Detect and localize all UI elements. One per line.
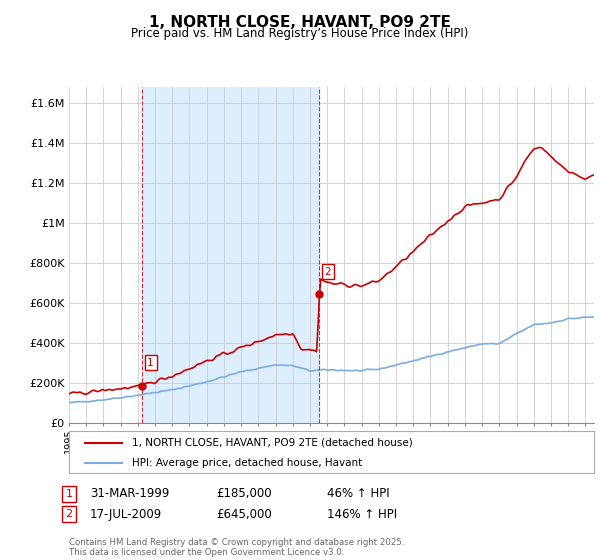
Text: Contains HM Land Registry data © Crown copyright and database right 2025.
This d: Contains HM Land Registry data © Crown c… bbox=[69, 538, 404, 557]
Text: HPI: Average price, detached house, Havant: HPI: Average price, detached house, Hava… bbox=[132, 458, 362, 468]
Text: £645,000: £645,000 bbox=[216, 507, 272, 521]
Text: 31-MAR-1999: 31-MAR-1999 bbox=[90, 487, 169, 501]
Bar bbox=[142, 87, 319, 423]
Text: 46% ↑ HPI: 46% ↑ HPI bbox=[327, 487, 389, 501]
Text: 1: 1 bbox=[65, 489, 73, 499]
Text: 17-JUL-2009: 17-JUL-2009 bbox=[90, 507, 162, 521]
Text: 2: 2 bbox=[65, 509, 73, 519]
Text: Price paid vs. HM Land Registry’s House Price Index (HPI): Price paid vs. HM Land Registry’s House … bbox=[131, 27, 469, 40]
Text: 1: 1 bbox=[147, 358, 154, 368]
Text: 2: 2 bbox=[325, 267, 331, 277]
Text: 1, NORTH CLOSE, HAVANT, PO9 2TE: 1, NORTH CLOSE, HAVANT, PO9 2TE bbox=[149, 15, 451, 30]
Text: 146% ↑ HPI: 146% ↑ HPI bbox=[327, 507, 397, 521]
Text: £185,000: £185,000 bbox=[216, 487, 272, 501]
Text: 1, NORTH CLOSE, HAVANT, PO9 2TE (detached house): 1, NORTH CLOSE, HAVANT, PO9 2TE (detache… bbox=[132, 438, 413, 448]
